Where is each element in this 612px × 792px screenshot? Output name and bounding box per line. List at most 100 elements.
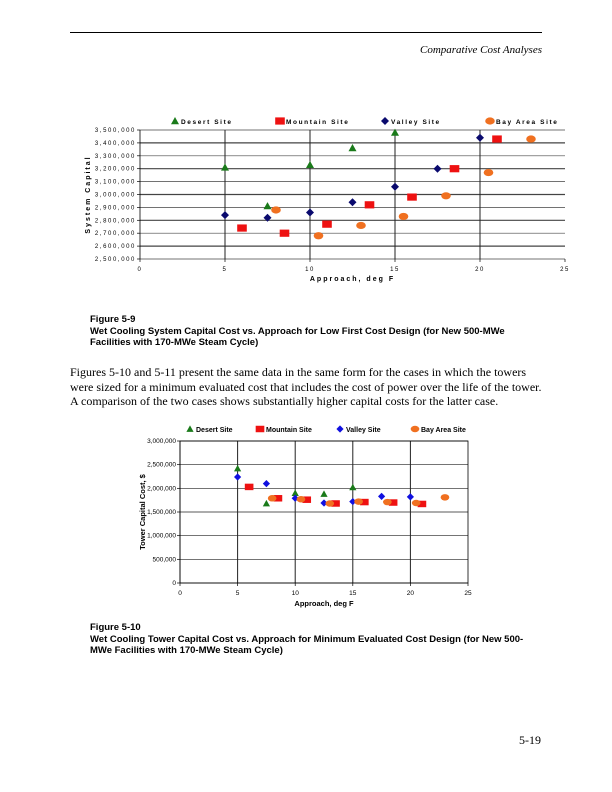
plot-frame [179, 440, 469, 584]
legend-label: Mountain Site [286, 119, 349, 126]
x-tick-label: 10 [292, 590, 300, 597]
data-point [262, 499, 270, 507]
x-axis-title: Approach, deg F [294, 599, 354, 608]
legend-marker-square-icon [255, 425, 265, 433]
data-point [388, 499, 398, 506]
legend-label: Bay Area Site [496, 119, 558, 126]
data-point [356, 221, 366, 230]
y-tick-label: 2,800,000 [95, 218, 136, 224]
legend-marker-diamond-icon [336, 425, 344, 433]
data-point [348, 198, 357, 207]
data-point [526, 135, 536, 143]
page-number: 5-19 [519, 733, 541, 747]
data-point [267, 495, 277, 502]
y-axis-title: System Capital [85, 155, 92, 233]
data-point [349, 483, 357, 491]
y-tick-label: 2,500,000 [147, 462, 176, 469]
x-tick-label: 5 [236, 590, 240, 597]
data-point [476, 133, 484, 142]
legend-label: Desert Site [196, 427, 233, 434]
x-tick-label: 20 [407, 590, 415, 597]
data-point [411, 499, 421, 507]
data-point [234, 473, 242, 481]
data-point [320, 499, 328, 507]
data-point [331, 500, 340, 507]
figure-5-10-chart: 0 500,000 1,000,000 1,500,000 2,000,000 2,500… [138, 425, 472, 608]
data-point [441, 192, 451, 200]
y-tick-label: 0 [172, 580, 176, 587]
data-point [271, 206, 281, 214]
data-point [221, 211, 229, 220]
data-point [360, 498, 369, 506]
y-tick-label: 2,600,000 [95, 244, 136, 250]
data-point [313, 232, 324, 240]
legend-marker-circle-icon [485, 117, 495, 125]
x-axis-title: Approach, deg F [310, 276, 395, 283]
data-point [263, 213, 272, 222]
data-point [407, 193, 417, 201]
y-tick-label: 3,400,000 [95, 141, 136, 147]
y-tick-label: 1,000,000 [147, 533, 176, 540]
x-tick-label: 15 [349, 590, 357, 597]
data-point [433, 164, 442, 173]
data-point [306, 208, 314, 217]
data-point [364, 201, 375, 209]
data-point [483, 168, 494, 177]
legend-marker-triangle-icon [186, 425, 194, 432]
data-point [263, 202, 272, 210]
legend-label: Bay Area Site [421, 427, 466, 434]
y-tick-label: 2,500,000 [95, 257, 136, 263]
x-tick-label: 0 [138, 267, 143, 273]
legend-label: Mountain Site [266, 427, 312, 434]
legend-label: Valley Site [346, 427, 381, 434]
legend-marker-triangle-icon [171, 117, 179, 125]
x-tick-label: 20 [475, 267, 485, 273]
y-tick-label: 2,900,000 [95, 205, 136, 211]
data-point [273, 495, 283, 502]
data-point [349, 497, 357, 506]
data-point [417, 500, 427, 508]
y-tick-label: 3,300,000 [95, 154, 136, 160]
data-point [262, 480, 270, 488]
figure-5-9-caption: Figure 5-9 Wet Cooling System Capital Co… [90, 314, 530, 349]
data-point [322, 220, 332, 228]
running-title: Comparative Cost Analyses [419, 44, 542, 56]
data-point [492, 135, 502, 143]
data-point [406, 493, 414, 501]
x-tick-label: 15 [390, 267, 400, 273]
data-point [378, 492, 386, 500]
y-tick-label: 2,700,000 [95, 231, 136, 237]
data-point [306, 160, 314, 169]
x-tick-label: 25 [560, 267, 570, 273]
data-point [234, 464, 242, 472]
figure-5-10-caption: Figure 5-10 Wet Cooling Tower Capital Co… [90, 622, 530, 657]
data-point [244, 483, 254, 491]
figure-label: Figure 5-9 [90, 314, 136, 325]
y-axis-title: Tower Capital Cost, $ [138, 473, 147, 550]
data-point [391, 128, 399, 136]
data-point [440, 494, 450, 501]
data-point [398, 212, 409, 221]
data-point [237, 224, 247, 232]
data-point [221, 163, 229, 171]
data-point [391, 182, 399, 191]
legend-marker-square-icon [275, 117, 285, 125]
x-tick-label: 0 [178, 590, 182, 597]
x-tick-label: 10 [305, 267, 315, 273]
figure-caption: Wet Cooling System Capital Cost vs. Appr… [90, 325, 505, 349]
figure-label: Figure 5-10 [90, 622, 141, 633]
y-tick-label: 500,000 [153, 556, 177, 563]
legend-label: Desert Site [181, 119, 233, 126]
legend-marker-diamond-icon [381, 117, 389, 125]
data-point [296, 495, 306, 503]
data-point [279, 229, 290, 237]
data-point [302, 496, 312, 503]
figure-5-9-chart: 2,500,000 2,600,000 2,700,000 2,800,000 2,90… [85, 117, 570, 283]
data-point [354, 498, 363, 505]
y-tick-label: 1,500,000 [147, 509, 176, 516]
data-point [449, 165, 460, 173]
data-point [325, 500, 335, 507]
y-tick-label: 3,000,000 [147, 438, 176, 445]
data-point [348, 144, 357, 152]
